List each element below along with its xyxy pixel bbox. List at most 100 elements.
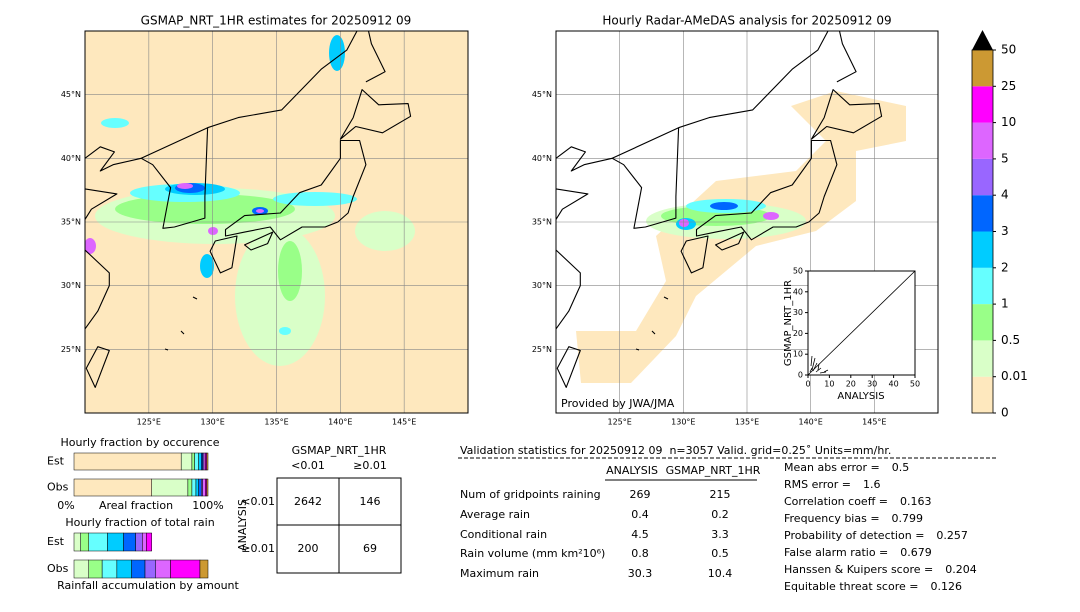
lat-label: 35°N (61, 218, 81, 227)
fraction-segment (191, 478, 197, 497)
colorbar-bin (972, 340, 993, 377)
fraction-segment (73, 532, 81, 552)
map-title: GSMAP_NRT_1HR estimates for 20250912 09 (141, 14, 412, 28)
axis-label: 100% (192, 499, 223, 512)
lon-label: 140°E (799, 418, 823, 427)
table-cell: 30.3 (628, 567, 653, 580)
fraction-segment (73, 478, 152, 497)
table-cell: 2642 (294, 495, 322, 508)
score-value: 0.163 (900, 495, 932, 508)
row-label: Est (47, 535, 65, 548)
fraction-segment (194, 452, 199, 471)
fraction-segment (199, 559, 209, 579)
lon-label: 125°E (137, 418, 161, 427)
table-cell: 200 (298, 542, 319, 555)
fraction-segment (101, 559, 118, 579)
fraction-segment (180, 452, 193, 471)
axis-label: Areal fraction (99, 499, 173, 512)
stats-header: Validation statistics for 20250912 09 n=… (460, 444, 891, 457)
score-value: 1.6 (863, 478, 881, 491)
table-cell: 0.4 (631, 508, 649, 521)
fraction-segment (123, 532, 136, 552)
lat-label: 30°N (532, 281, 552, 290)
score-label: Equitable threat score = (784, 580, 918, 593)
y-tick-label: 30 (793, 308, 803, 317)
colorbar-label: 0.01 (1001, 369, 1028, 383)
colorbar-bin (972, 267, 993, 305)
table-cell: 10.4 (708, 567, 733, 580)
diagonal (807, 270, 916, 376)
table-cell: 0.8 (631, 547, 649, 560)
map-frame (84, 30, 469, 414)
lat-label: 40°N (532, 154, 552, 163)
colorbar-label: 25 (1001, 79, 1016, 93)
scatter (805, 270, 916, 378)
col-header: <0.01 (291, 459, 325, 472)
score-value: 0.126 (930, 580, 962, 593)
colorbar-bin (972, 304, 993, 341)
fraction-segment (80, 532, 89, 552)
colorbar-label: 0 (1001, 406, 1009, 420)
fraction-segment (206, 478, 209, 497)
colorbar-label: 50 (1001, 43, 1016, 57)
scatter-ylabel: GSMAP_NRT_1HR (783, 280, 794, 366)
fraction-segment (202, 478, 206, 497)
x-tick-label: 30 (867, 380, 877, 389)
lat-label: 45°N (532, 90, 552, 99)
lon-label: 140°E (328, 418, 352, 427)
lon-label: 135°E (735, 418, 759, 427)
colorbar-bin (972, 50, 993, 87)
x-tick-label: 10 (824, 380, 834, 389)
table-cell: 269 (630, 488, 651, 501)
row-label: Obs (47, 562, 69, 575)
table-title: GSMAP_NRT_1HR (292, 444, 387, 457)
score-value: 0.5 (892, 461, 910, 474)
fraction-segment (191, 452, 195, 471)
colorbar-bin (972, 158, 993, 196)
x-tick-label: 0 (805, 380, 810, 389)
fraction-segment (107, 532, 124, 552)
row-label: Maximum rain (460, 567, 539, 580)
row-label: Num of gridpoints raining (460, 488, 601, 501)
table-cell: 215 (710, 488, 731, 501)
lon-label: 135°E (264, 418, 288, 427)
chart-footer: Rainfall accumulation by amount (57, 579, 239, 592)
colorbar-bin (972, 86, 993, 123)
fraction-segment (206, 452, 209, 471)
fraction-segment (73, 452, 182, 471)
row-label: Est (47, 455, 65, 468)
y-tick-label: 50 (793, 267, 803, 276)
score-label: Mean abs error = (784, 461, 880, 474)
table-cell: 0.5 (711, 547, 729, 560)
score-label: RMS error = (784, 478, 851, 491)
score-label: Hanssen & Kuipers score = (784, 563, 933, 576)
col-header: ANALYSIS (606, 464, 658, 477)
fraction-segment (198, 452, 202, 471)
colorbar-label: 3 (1001, 224, 1009, 238)
table-cell: 146 (360, 495, 381, 508)
colorbar-label: 5 (1001, 151, 1009, 165)
y-tick-label: 10 (793, 350, 803, 359)
score-value: 0.799 (892, 512, 924, 525)
fraction-segment (142, 532, 147, 552)
fraction-segment (198, 478, 202, 497)
fraction-segment (131, 559, 146, 579)
colorbar-label: 10 (1001, 115, 1016, 129)
fraction-segment (144, 559, 156, 579)
lon-label: 130°E (201, 418, 225, 427)
row-label: Obs (47, 481, 69, 494)
chart-title: Hourly fraction of total rain (65, 516, 214, 529)
x-tick-label: 20 (846, 380, 856, 389)
colorbar-bin (972, 122, 993, 159)
graticule (556, 31, 938, 413)
colorbar-label: 0.5 (1001, 333, 1020, 347)
lon-label: 130°E (671, 418, 695, 427)
fraction-segment (116, 559, 132, 579)
table-cell: 4.5 (631, 528, 649, 541)
left-map (85, 31, 468, 413)
row-header: ≥0.01 (241, 542, 275, 555)
chart-title: Hourly fraction by occurence (61, 436, 220, 449)
scatter-points (809, 355, 829, 374)
lon-label: 125°E (608, 418, 632, 427)
row-label: Conditional rain (460, 528, 547, 541)
